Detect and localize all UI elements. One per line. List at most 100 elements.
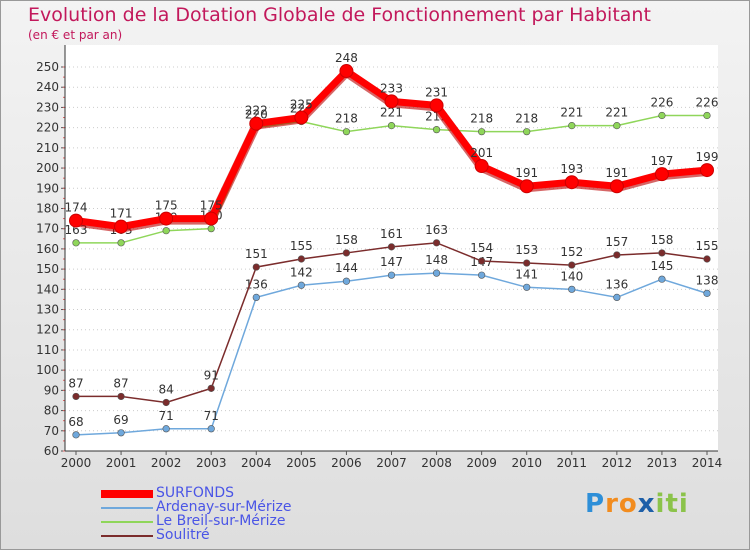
data-point (252, 263, 260, 271)
x-tick-label: 2012 (602, 456, 633, 470)
data-point (703, 111, 711, 120)
legend-swatch (101, 490, 153, 498)
x-tick-label: 2002 (151, 456, 182, 470)
x-tick-label: 2009 (466, 456, 497, 470)
data-label: 226 (696, 96, 719, 110)
logo-letter: i (655, 489, 666, 519)
x-tick-label: 2008 (421, 456, 452, 470)
data-point (117, 239, 125, 247)
y-tick-label: 170 (36, 222, 59, 236)
data-label: 220 (245, 108, 268, 122)
data-label: 71 (204, 409, 219, 423)
data-point (432, 126, 441, 134)
data-point (523, 283, 531, 291)
series-3: 87 87 84 91 151 155 158 161 163 154 153 152 157 158 15… (68, 223, 718, 407)
data-point (297, 255, 305, 263)
data-label: 175 (155, 199, 178, 213)
chart-subtitle: (en € et par an) (28, 28, 123, 42)
data-label: 221 (380, 106, 403, 120)
y-tick-label: 190 (36, 181, 59, 195)
data-point (654, 167, 669, 182)
data-point (339, 64, 354, 79)
legend-swatch (101, 507, 153, 509)
data-point (658, 111, 666, 120)
data-point (162, 227, 170, 235)
data-label: 233 (380, 81, 403, 95)
data-point (297, 281, 305, 289)
data-point (387, 243, 396, 251)
data-label: 147 (380, 255, 403, 269)
legend-label: Le Breil-sur-Mérize (156, 513, 286, 529)
data-point (429, 98, 444, 113)
y-tick-label: 110 (36, 343, 59, 357)
proxiti-logo: Proxiti (585, 489, 689, 519)
data-point (114, 219, 129, 234)
data-point (117, 429, 125, 437)
data-label: 231 (425, 85, 448, 99)
data-point (613, 293, 621, 302)
data-label: 158 (650, 233, 673, 247)
y-tick-label: 250 (36, 60, 59, 74)
data-label: 154 (470, 241, 493, 255)
data-label: 155 (290, 239, 313, 253)
data-point (204, 211, 219, 226)
data-label: 174 (65, 201, 88, 215)
data-point (252, 293, 260, 302)
data-label: 152 (560, 245, 583, 259)
data-point (523, 128, 531, 136)
data-label: 201 (470, 146, 493, 160)
data-point (69, 213, 83, 228)
data-label: 158 (335, 233, 358, 247)
data-point (613, 122, 621, 130)
data-label: 193 (560, 162, 583, 176)
data-label: 87 (113, 376, 128, 390)
data-point (207, 425, 215, 433)
data-label: 197 (650, 154, 673, 168)
data-point (568, 122, 576, 130)
data-label: 91 (204, 368, 219, 382)
legend-label: Ardenay-sur-Mérize (156, 499, 292, 515)
data-point (342, 128, 351, 136)
data-point (162, 398, 170, 407)
data-label: 161 (380, 227, 403, 241)
data-label: 144 (335, 261, 358, 275)
data-label: 221 (560, 106, 583, 120)
y-tick-label: 220 (36, 121, 59, 135)
x-tick-label: 2010 (511, 456, 542, 470)
logo-letter: i (678, 489, 689, 519)
data-point (342, 277, 351, 285)
x-tick-label: 2013 (647, 456, 678, 470)
data-label: 151 (245, 247, 268, 261)
data-label: 226 (650, 96, 673, 110)
data-point (72, 431, 80, 439)
data-point (609, 179, 624, 194)
x-tick-label: 2004 (241, 456, 272, 470)
data-label: 218 (515, 112, 538, 126)
logo-letter: P (585, 489, 606, 519)
data-point (159, 211, 174, 226)
data-point (207, 384, 215, 392)
y-tick-label: 140 (36, 282, 59, 296)
data-label: 145 (650, 259, 673, 273)
data-label: 199 (696, 150, 719, 164)
y-tick-label: 80 (44, 404, 59, 418)
data-point (342, 249, 351, 257)
y-tick-label: 200 (36, 161, 59, 175)
y-tick-label: 90 (44, 383, 59, 397)
data-point (432, 269, 441, 277)
data-label: 141 (515, 267, 538, 281)
data-label: 69 (113, 413, 128, 427)
data-point (478, 257, 486, 265)
legend-swatch (101, 521, 153, 523)
data-label: 248 (335, 51, 358, 65)
x-tick-label: 2001 (106, 456, 137, 470)
data-point (387, 122, 396, 130)
legend-label: Soulitré (156, 527, 210, 543)
series-0: 174 171 175 175 222 225 248 233 231 201 191 193 191 1… (65, 51, 719, 234)
y-tick-label: 210 (36, 141, 59, 155)
data-point (117, 392, 125, 401)
data-point (568, 285, 576, 293)
data-point (523, 259, 531, 267)
